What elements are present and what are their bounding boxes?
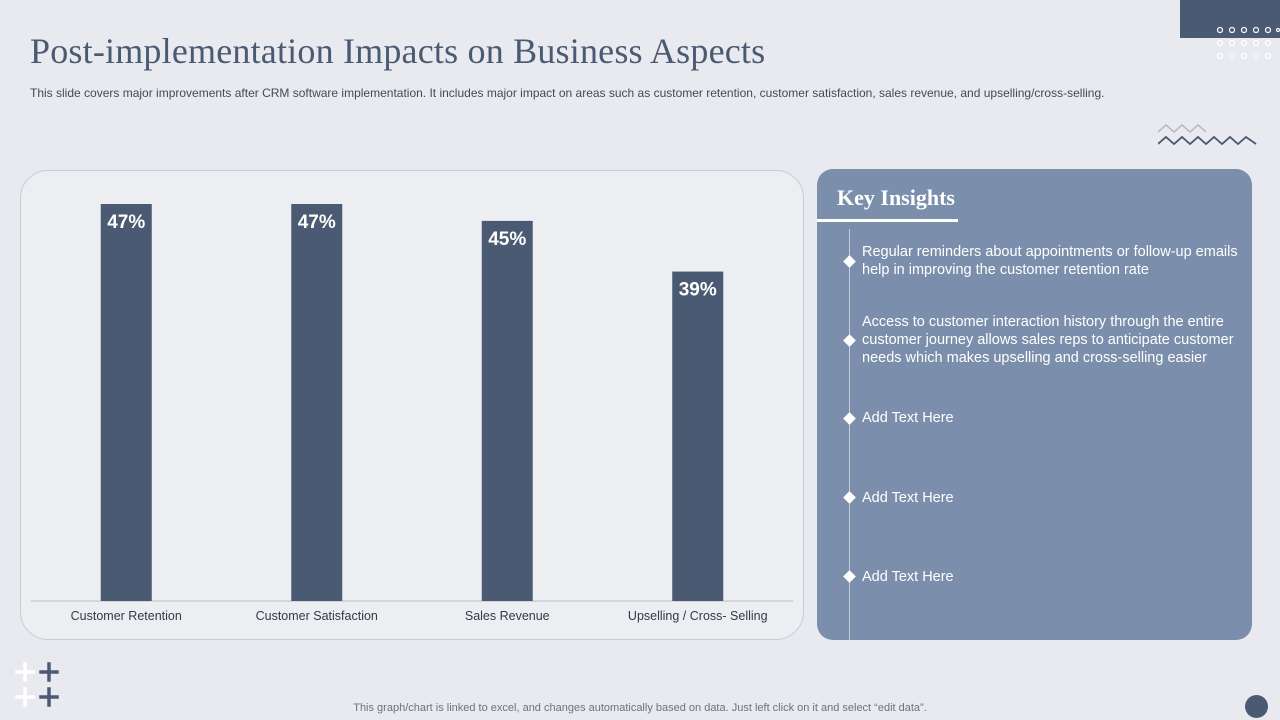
- bullet-diamond-icon: [843, 570, 856, 583]
- key-insights-panel: Key Insights Regular reminders about app…: [817, 169, 1252, 641]
- page-title: Post-implementation Impacts on Business …: [30, 31, 766, 71]
- x-tick-label: Sales Revenue: [465, 609, 550, 623]
- footer-note: This graph/chart is linked to excel, and…: [353, 702, 927, 714]
- insight-item: Add Text Here: [862, 410, 954, 426]
- title-underline: [817, 219, 958, 222]
- x-tick-label: Customer Satisfaction: [256, 609, 378, 623]
- data-label: 39%: [679, 280, 717, 301]
- bullet-diamond-icon: [843, 491, 856, 504]
- x-tick-label: Customer Retention: [71, 609, 182, 623]
- insight-item: Regular reminders about appointments or …: [862, 244, 1238, 278]
- bar[interactable]: [100, 204, 152, 601]
- bar-chart[interactable]: 47% Customer Retention 47% Customer Satisfa…: [21, 171, 803, 639]
- data-label: 47%: [107, 212, 145, 233]
- page-subtitle: This slide covers major improvements aft…: [30, 86, 1105, 100]
- insight-item: Access to customer interaction history t…: [862, 314, 1234, 366]
- zigzag-decoration: [1157, 122, 1258, 153]
- dot-grid-decoration: [1216, 26, 1280, 60]
- bullet-diamond-icon: [843, 255, 856, 268]
- data-label: 47%: [298, 212, 336, 233]
- bar[interactable]: [481, 220, 533, 601]
- key-insights-title: Key Insights: [837, 185, 955, 210]
- bullet-diamond-icon: [843, 412, 856, 425]
- insight-item: Add Text Here: [862, 490, 954, 506]
- plus-decoration-icon: [14, 660, 62, 713]
- x-tick-label: Upselling / Cross- Selling: [628, 609, 768, 623]
- bar[interactable]: [291, 204, 343, 601]
- data-label: 45%: [488, 229, 526, 250]
- chart-panel: 47% Customer Retention 47% Customer Satisfa…: [20, 170, 804, 640]
- bullet-diamond-icon: [843, 334, 856, 347]
- timeline-line: [849, 229, 850, 641]
- insight-item: Add Text Here: [862, 569, 954, 585]
- page-indicator: [1245, 695, 1268, 718]
- bar[interactable]: [672, 271, 724, 601]
